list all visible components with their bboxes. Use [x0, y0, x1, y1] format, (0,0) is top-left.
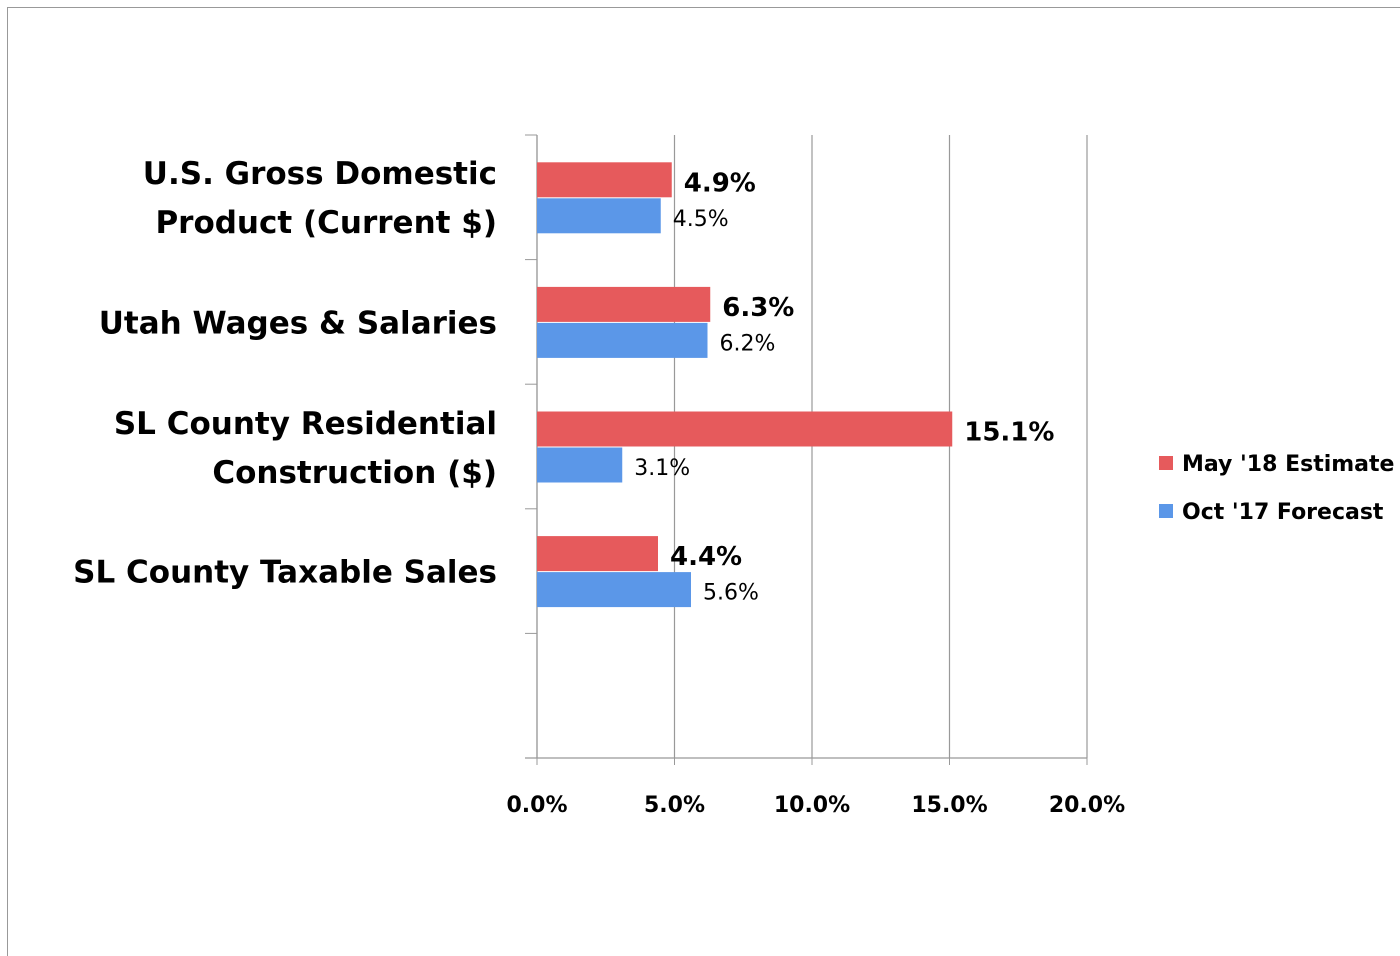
- frame: [7, 7, 1400, 956]
- bar: [537, 322, 708, 358]
- value-label: 5.6%: [703, 581, 759, 606]
- x-tick-label: 15.0%: [911, 793, 987, 818]
- value-label: 4.9%: [684, 168, 756, 198]
- legend-swatch: [1159, 504, 1173, 518]
- bar: [537, 447, 623, 483]
- legend-label: May '18 Estimate: [1182, 452, 1394, 477]
- value-label: 4.5%: [673, 207, 729, 232]
- bar: [537, 572, 691, 608]
- bar: [537, 286, 711, 322]
- legend-label: Oct '17 Forecast: [1182, 500, 1384, 525]
- x-tick-label: 5.0%: [644, 793, 705, 818]
- value-label: 6.2%: [720, 331, 776, 356]
- value-label: 3.1%: [634, 456, 690, 481]
- y-tick-label: U.S. Gross Domestic Product (Current $): [142, 156, 497, 242]
- value-label: 4.4%: [670, 542, 742, 572]
- y-tick-label: SL County Taxable Sales: [73, 554, 497, 591]
- x-tick-label: 20.0%: [1049, 793, 1125, 818]
- bar: [537, 536, 658, 572]
- value-label: 6.3%: [722, 293, 794, 323]
- y-tick-label: SL County Residential Construction ($): [113, 405, 497, 491]
- bar: [537, 411, 953, 447]
- x-tick-label: 10.0%: [774, 793, 850, 818]
- x-tick-label: 0.0%: [506, 793, 567, 818]
- bar: [537, 198, 661, 234]
- value-label: 15.1%: [964, 418, 1054, 448]
- y-tick-label: Utah Wages & Salaries: [98, 305, 497, 342]
- legend-swatch: [1159, 456, 1173, 470]
- bar: [537, 162, 672, 198]
